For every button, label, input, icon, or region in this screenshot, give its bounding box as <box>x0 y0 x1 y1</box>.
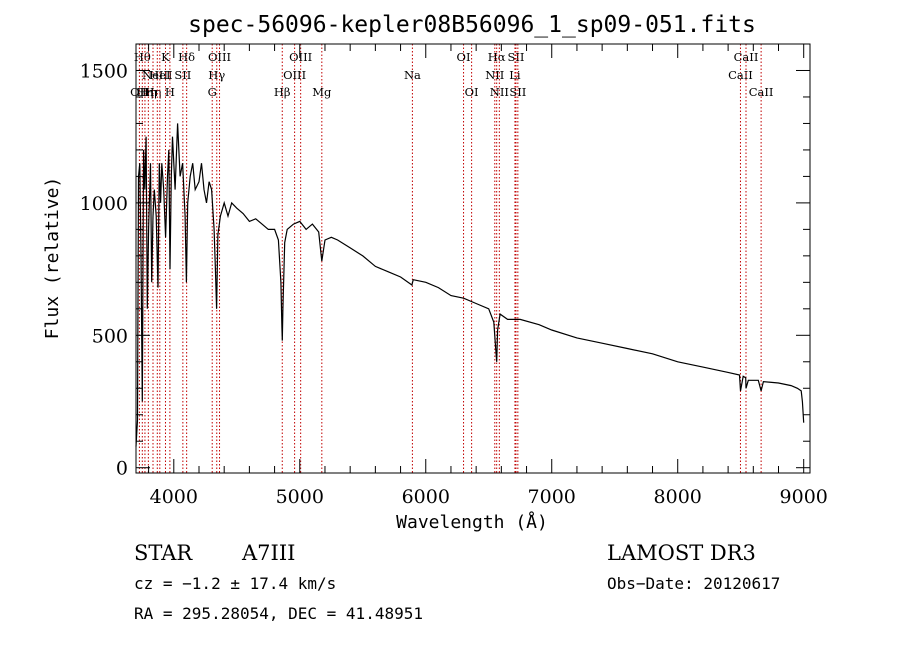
line-marker-label: CaII <box>749 85 774 99</box>
line-marker-label: SII <box>507 50 524 64</box>
line-marker-label: OIII <box>283 68 306 82</box>
line-marker-label: H <box>165 85 175 99</box>
line-marker-label: Hγ <box>208 68 225 82</box>
x-axis-label: Wavelength (Å) <box>396 511 548 533</box>
line-marker-label: K <box>161 50 170 64</box>
line-marker-label: Na <box>404 68 421 82</box>
plot-frame <box>135 43 811 474</box>
y-tick-label: 1000 <box>80 193 128 215</box>
line-marker-label: G <box>208 85 217 99</box>
y-tick-label: 1500 <box>80 60 128 82</box>
line-marker-label: CaII <box>728 68 753 82</box>
line-marker-label: Li <box>509 68 521 82</box>
line-marker-label: HeI <box>149 68 170 82</box>
line-marker-label: Hα <box>488 50 506 64</box>
line-marker-label: NeIII <box>142 68 173 82</box>
line-marker-label: OII <box>130 85 149 99</box>
line-marker-label: Hη <box>140 85 157 99</box>
line-marker-label: OI <box>465 85 479 99</box>
observation-date: Obs−Date: 20120617 <box>607 574 780 593</box>
line-marker-label: Mg <box>312 85 332 99</box>
flux-series-line <box>135 123 805 447</box>
line-marker-label: Hη <box>136 85 153 99</box>
x-tick-label: 4000 <box>150 486 198 508</box>
line-marker-label: Hβ <box>274 85 291 99</box>
y-tick-label: 0 <box>116 458 128 480</box>
line-marker-label: SII <box>509 85 526 99</box>
coordinates: RA = 295.28054, DEC = 41.48951 <box>134 604 423 623</box>
line-marker-label: CaII <box>734 50 759 64</box>
y-tick-label: 500 <box>92 325 128 347</box>
line-marker-label: SII <box>174 68 191 82</box>
line-marker-label: OIII <box>289 50 312 64</box>
line-marker-label: NII <box>490 85 509 99</box>
x-tick-label: 6000 <box>402 486 450 508</box>
x-tick-label: 7000 <box>528 486 576 508</box>
line-marker-label: OIII <box>208 50 231 64</box>
line-marker-label: NII <box>485 68 504 82</box>
line-marker-label: OI <box>457 50 471 64</box>
object-class: STAR <box>134 541 193 565</box>
survey-name: LAMOST DR3 <box>607 541 756 565</box>
chart-title: spec-56096-kepler08B56096_1_sp09-051.fit… <box>188 12 756 38</box>
x-tick-label: 8000 <box>654 486 702 508</box>
x-tick-label: 9000 <box>780 486 828 508</box>
redshift-velocity: cz = −1.2 ± 17.4 km/s <box>134 574 336 593</box>
spectral-subclass: A7III <box>241 541 295 565</box>
y-axis: 0 500 1000 1500 <box>80 60 810 480</box>
x-axis: 4000 5000 6000 7000 8000 9000 <box>148 44 828 508</box>
line-marker-label: Hθ <box>134 50 151 64</box>
line-marker-label: Hη <box>145 85 162 99</box>
y-axis-label: Flux (relative) <box>42 177 63 340</box>
x-tick-label: 5000 <box>276 486 324 508</box>
line-marker-label: Hδ <box>178 50 195 64</box>
